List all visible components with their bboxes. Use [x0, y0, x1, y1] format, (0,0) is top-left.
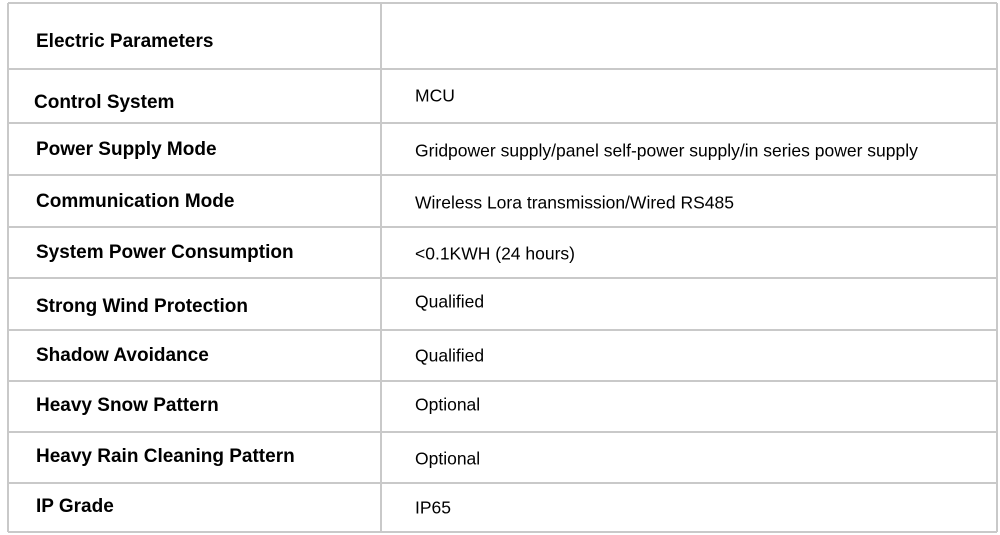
row-label: Shadow Avoidance	[36, 345, 209, 366]
row-value: Wireless Lora transmission/Wired RS485	[415, 193, 734, 213]
row-label: Strong Wind Protection	[36, 296, 248, 317]
row-label: Heavy Rain Cleaning Pattern	[36, 446, 295, 467]
row-label: Power Supply Mode	[36, 139, 217, 160]
table-title: Electric Parameters	[36, 31, 213, 52]
row-value: Optional	[415, 449, 480, 469]
row-value: Optional	[415, 395, 480, 415]
row-label: Control System	[34, 92, 174, 113]
row-value: Gridpower supply/panel self-power supply…	[415, 141, 918, 161]
row-label: IP Grade	[36, 496, 114, 517]
row-label: Heavy Snow Pattern	[36, 395, 219, 416]
row-value: <0.1KWH (24 hours)	[415, 244, 575, 264]
row-value: IP65	[415, 498, 451, 518]
row-value: Qualified	[415, 292, 484, 312]
row-label: Communication Mode	[36, 191, 234, 212]
row-value: Qualified	[415, 346, 484, 366]
row-value: MCU	[415, 86, 455, 106]
row-label: System Power Consumption	[36, 242, 294, 263]
